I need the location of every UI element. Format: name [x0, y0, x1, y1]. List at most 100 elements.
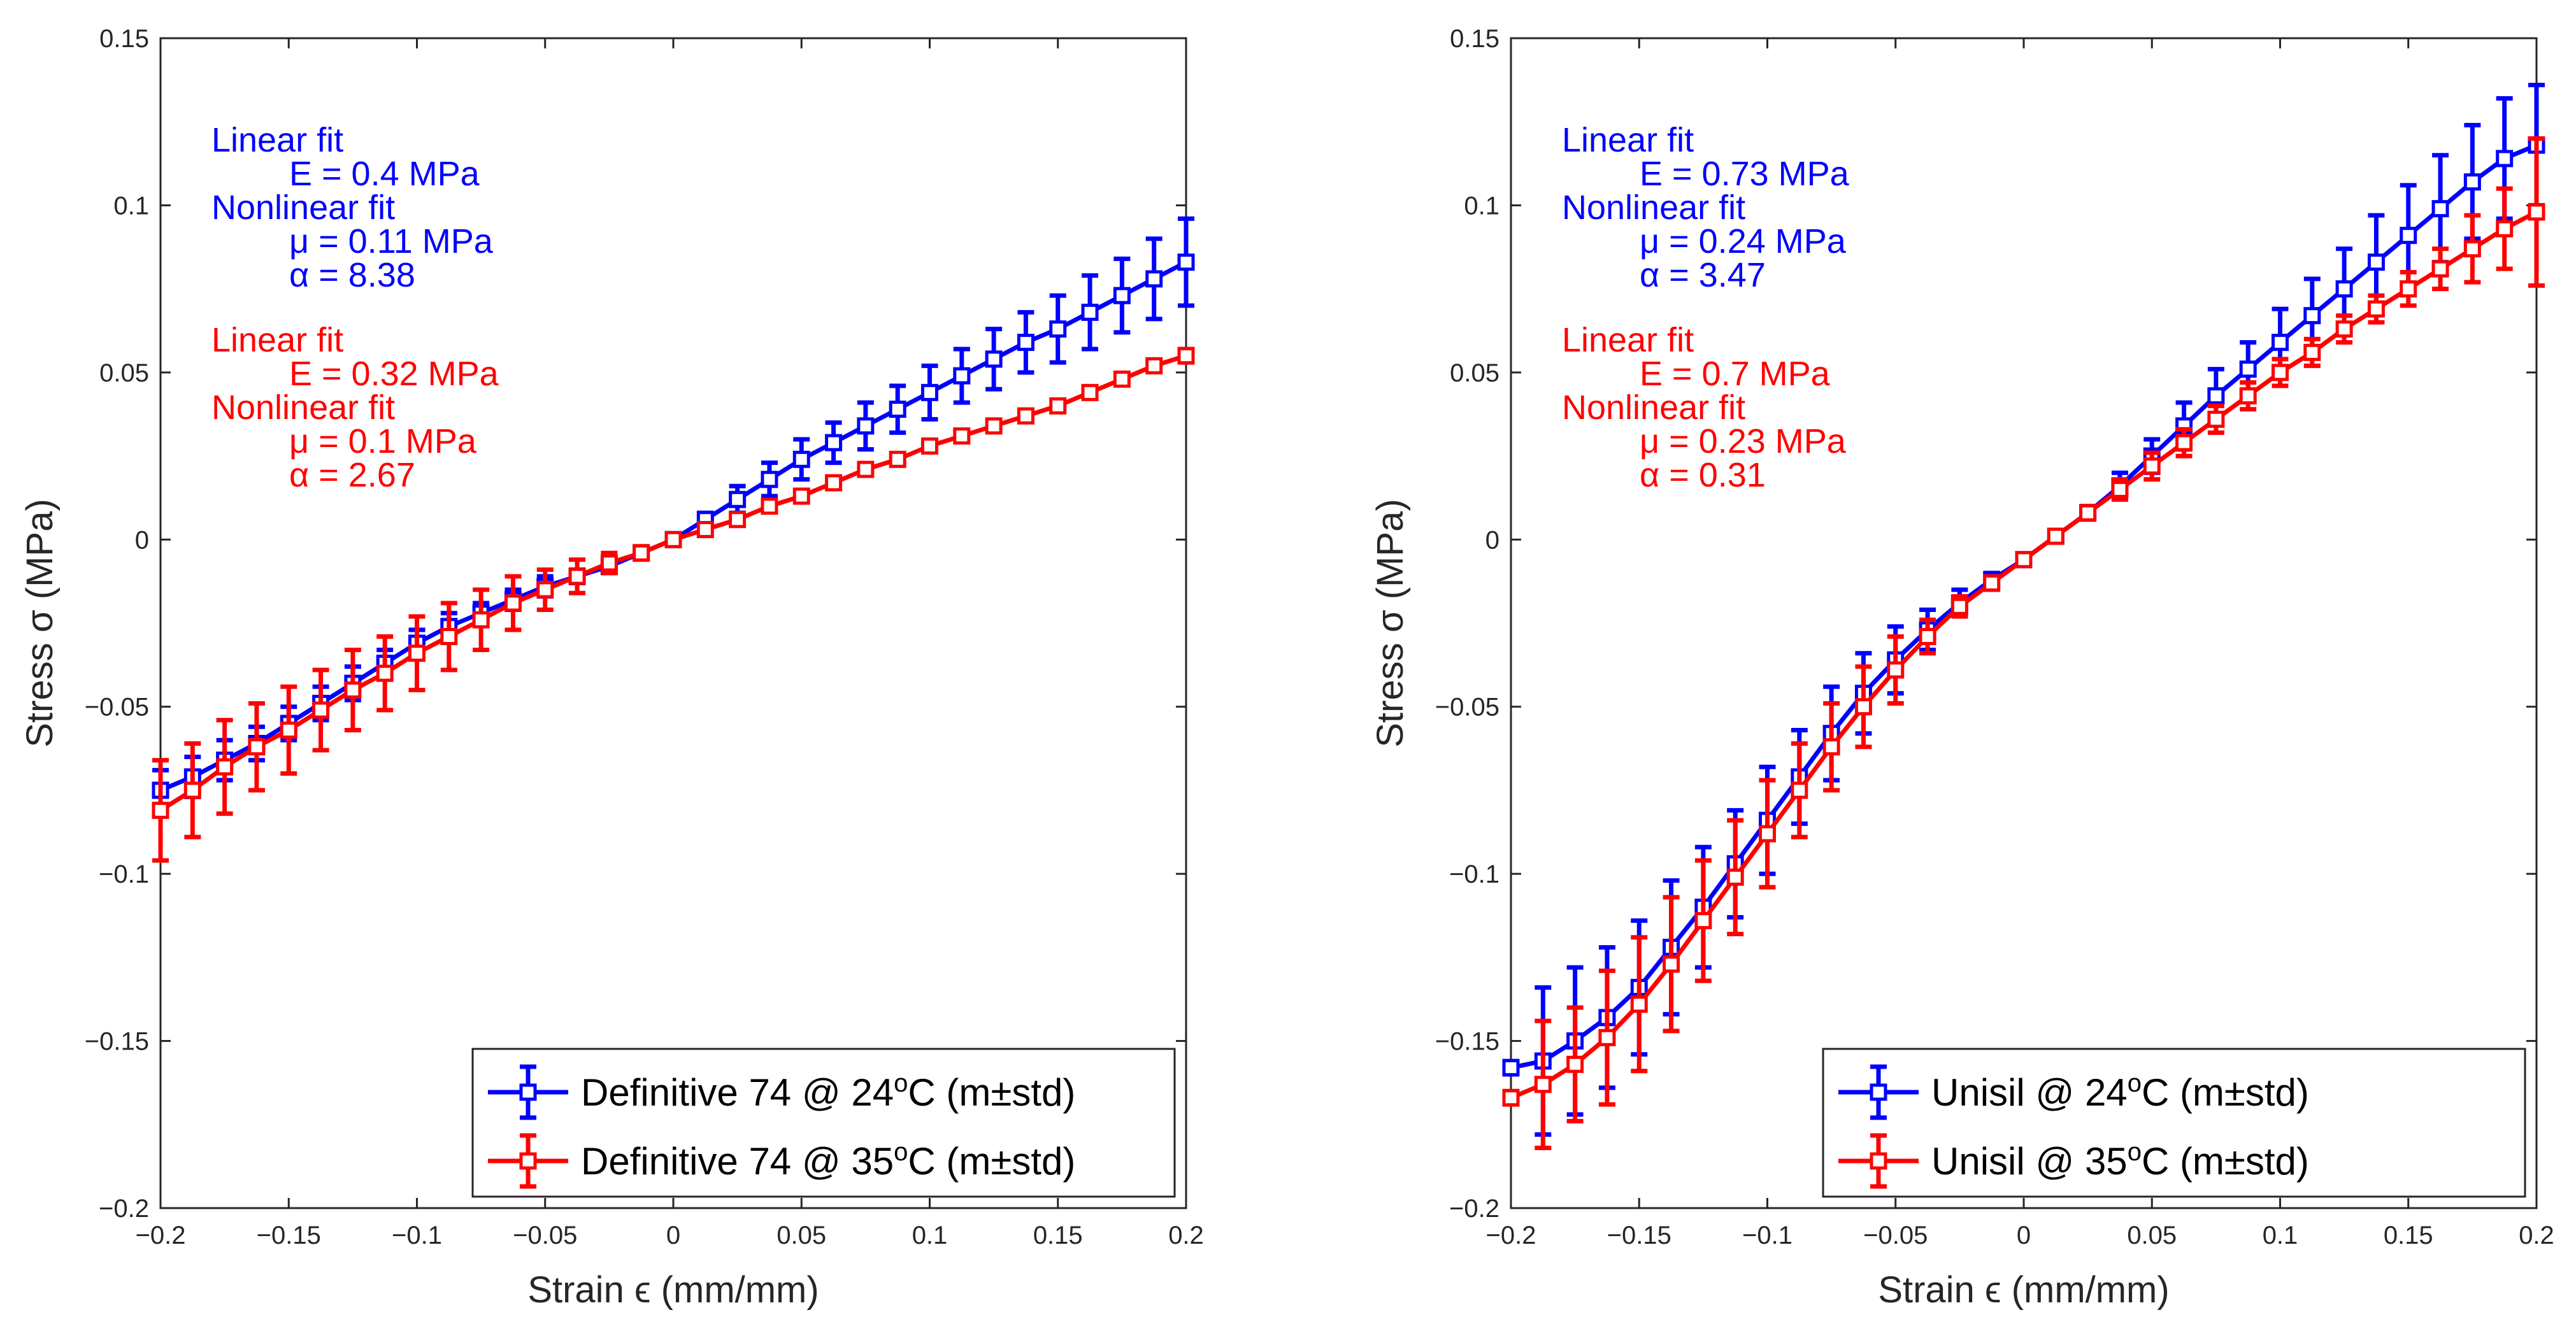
legend-marker-swatch — [519, 1152, 537, 1170]
data-point — [1177, 253, 1195, 271]
y-tick-label: −0.2 — [99, 1195, 149, 1223]
data-point — [568, 567, 586, 585]
data-point — [1145, 270, 1163, 288]
data-point — [889, 401, 906, 418]
x-tick-label: −0.1 — [392, 1221, 442, 1249]
data-point — [857, 417, 875, 435]
data-point — [2335, 320, 2353, 338]
data-point — [1598, 1028, 1616, 1046]
data-point — [889, 450, 906, 468]
data-point — [440, 627, 458, 645]
legend-entry-red: Definitive 74 @ 35oC (m±std) — [488, 1133, 1075, 1189]
x-tick-label: −0.2 — [1486, 1221, 1536, 1249]
data-point — [1049, 397, 1067, 415]
fit-annotation-line: μ = 0.1 MPa — [289, 422, 477, 460]
legend-label: Unisil @ 35oC (m±std) — [1931, 1138, 2309, 1183]
legend-entry-blue: Definitive 74 @ 24oC (m±std) — [488, 1064, 1075, 1120]
data-point — [376, 664, 394, 682]
legend-box — [1822, 1048, 2526, 1198]
data-point — [2143, 457, 2161, 475]
data-point — [1759, 825, 1776, 843]
legend-label: Unisil @ 24oC (m±std) — [1931, 1069, 2309, 1114]
data-point — [344, 681, 362, 699]
data-point — [2463, 240, 2481, 258]
data-point — [2463, 173, 2481, 191]
data-point — [1113, 370, 1131, 388]
data-point — [696, 521, 714, 539]
plot-area — [159, 37, 1187, 1209]
legend-label-degree: o — [894, 1138, 908, 1166]
x-tick-label: 0.1 — [2263, 1221, 2298, 1249]
data-point — [2496, 150, 2514, 167]
y-tick-label: 0.15 — [1450, 25, 1499, 53]
data-point — [1502, 1089, 1520, 1107]
data-point — [2239, 387, 2257, 405]
legend-label-suffix: C (m±std) — [908, 1071, 1075, 1114]
data-point — [1854, 698, 1872, 716]
data-point — [536, 581, 554, 599]
data-point — [2272, 364, 2289, 381]
y-tick-label: 0 — [135, 526, 149, 554]
data-point — [1566, 1055, 1584, 1073]
data-point — [1534, 1076, 1552, 1093]
data-point — [1145, 357, 1163, 374]
data-point — [1919, 627, 1936, 645]
data-point — [825, 474, 843, 492]
legend-entry-red: Unisil @ 35oC (m±std) — [1838, 1133, 2309, 1189]
legend-label: Definitive 74 @ 35oC (m±std) — [581, 1138, 1075, 1183]
data-point — [1049, 320, 1067, 338]
data-point — [2431, 200, 2449, 218]
x-tick-label: −0.1 — [1742, 1221, 1792, 1249]
legend-label-text: Unisil @ 35 — [1931, 1140, 2128, 1183]
left-chart-panel: −0.2 −0.15 −0.1 −0.05 0 0.05 0.1 0.15 0.2 −0.2 −0.… — [19, 25, 1204, 1311]
data-point — [953, 367, 971, 385]
x-tick-label: −0.05 — [1863, 1221, 1928, 1249]
data-point — [504, 594, 522, 612]
x-tick-label: 0.15 — [2384, 1221, 2433, 1249]
x-tick-label: 0.05 — [776, 1221, 826, 1249]
x-tick-label: 0.05 — [2127, 1221, 2177, 1249]
data-point — [792, 487, 810, 505]
right-chart-panel: −0.2 −0.15 −0.1 −0.05 0 0.05 0.1 0.15 0.2 −0.2 −0.… — [1370, 25, 2554, 1311]
fit-annotation-line: Linear fit — [211, 321, 343, 359]
data-point — [921, 383, 938, 401]
fit-annotation-line: α = 3.47 — [1640, 256, 1766, 294]
data-point — [729, 490, 747, 508]
data-point — [280, 721, 297, 739]
y-tick-label: −0.15 — [1435, 1028, 1499, 1056]
legend-marker-swatch — [1870, 1152, 1887, 1170]
legend-label-text: Unisil @ 24 — [1931, 1071, 2128, 1114]
data-point — [2303, 343, 2321, 361]
y-tick-label: 0.05 — [99, 359, 149, 387]
x-tick-label: 0.15 — [1033, 1221, 1083, 1249]
data-point — [312, 701, 330, 719]
data-point — [1887, 661, 1905, 679]
y-tick-label: 0 — [1485, 526, 1499, 554]
y-tick-label: −0.05 — [85, 694, 149, 722]
data-point — [1726, 868, 1744, 886]
x-tick-label: 0.2 — [1168, 1221, 1204, 1249]
data-point — [1822, 738, 1840, 756]
data-point — [1791, 781, 1808, 799]
data-point — [1081, 303, 1099, 321]
x-tick-label: −0.2 — [136, 1221, 186, 1249]
x-tick-label: −0.15 — [1607, 1221, 1671, 1249]
data-point — [600, 554, 618, 572]
fit-annotation-line: μ = 0.24 MPa — [1640, 222, 1847, 260]
data-point — [1113, 287, 1131, 304]
data-point — [2175, 434, 2193, 452]
series-red — [152, 346, 1195, 863]
y-axis-label: Stress σ (MPa) — [1370, 499, 1411, 747]
y-tick-label: −0.2 — [1449, 1195, 1499, 1223]
data-point — [2303, 307, 2321, 325]
data-point — [761, 471, 778, 488]
data-point — [921, 437, 938, 455]
y-tick-label: 0.1 — [113, 192, 149, 220]
fit-annotation-line: Linear fit — [1562, 121, 1694, 159]
data-point — [2047, 527, 2064, 545]
legend: Unisil @ 24oC (m±std) Unisil @ 35oC (m±st… — [1822, 1048, 2526, 1198]
y-tick-label: 0.05 — [1450, 359, 1499, 387]
x-axis-label: Strain ϵ (mm/mm) — [527, 1269, 819, 1311]
data-point — [1663, 955, 1680, 973]
